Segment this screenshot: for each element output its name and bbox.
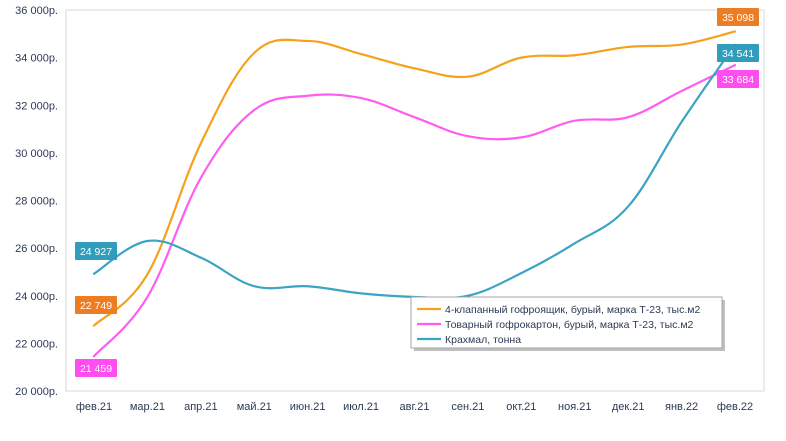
legend-entry: Товарный гофрокартон, бурый, марка Т-23,…: [445, 319, 694, 331]
x-tick-label: фев.21: [76, 401, 112, 413]
series-line-1: [92, 30, 737, 327]
y-tick-label: 26 000р.: [15, 243, 58, 255]
y-tick-label: 32 000р.: [15, 100, 58, 112]
x-tick-label: фев.22: [717, 401, 753, 413]
data-label-series-3: 24 927: [75, 242, 117, 260]
legend-entry: Крахмал, тонна: [445, 334, 521, 346]
x-tick-label: июн.21: [290, 401, 326, 413]
data-label-series-1: 35 098: [717, 8, 759, 26]
y-tick-label: 30 000р.: [15, 148, 58, 160]
data-label-text: 35 098: [722, 12, 754, 24]
data-label-text: 24 927: [80, 246, 112, 258]
legend: 4-клапанный гофроящик, бурый, марка Т-23…: [410, 296, 725, 351]
data-label-series-2: 21 459: [75, 359, 117, 377]
data-label-text: 22 749: [80, 300, 112, 312]
y-tick-label: 28 000р.: [15, 196, 58, 208]
x-tick-label: ноя.21: [558, 401, 591, 413]
x-tick-label: июл.21: [343, 401, 379, 413]
data-label-series-1: 22 749: [75, 296, 117, 314]
y-tick-label: 24 000р.: [15, 291, 58, 303]
x-tick-label: сен.21: [451, 401, 484, 413]
legend-entry: 4-клапанный гофроящик, бурый, марка Т-23…: [445, 304, 700, 316]
y-tick-label: 36 000р.: [15, 5, 58, 17]
x-tick-label: май.21: [237, 401, 272, 413]
series-line-2: [92, 64, 737, 358]
y-tick-label: 22 000р.: [15, 338, 58, 350]
x-tick-label: окт.21: [506, 401, 536, 413]
data-label-text: 33 684: [722, 74, 754, 86]
x-tick-label: дек.21: [612, 401, 645, 413]
data-label-series-2: 33 684: [717, 70, 759, 88]
data-labels: 22 749 35 098 21 459 33 684 24 927 34 541: [75, 8, 759, 377]
data-label-text: 34 541: [722, 48, 754, 60]
legend-box: [410, 296, 723, 349]
data-label-series-3: 34 541: [717, 44, 759, 62]
y-tick-label: 20 000р.: [15, 386, 58, 398]
data-label-text: 21 459: [80, 363, 112, 375]
x-tick-label: авг.21: [400, 401, 430, 413]
y-axis-tick-labels: 20 000р. 22 000р. 24 000р. 26 000р. 28 000р.…: [15, 5, 58, 398]
x-tick-label: апр.21: [184, 401, 217, 413]
y-tick-label: 34 000р.: [15, 53, 58, 65]
x-tick-label: янв.22: [665, 401, 698, 413]
x-tick-label: мар.21: [130, 401, 165, 413]
x-axis-tick-labels: фев.21 мар.21 апр.21 май.21 июн.21 июл.21 авг.…: [76, 401, 753, 413]
